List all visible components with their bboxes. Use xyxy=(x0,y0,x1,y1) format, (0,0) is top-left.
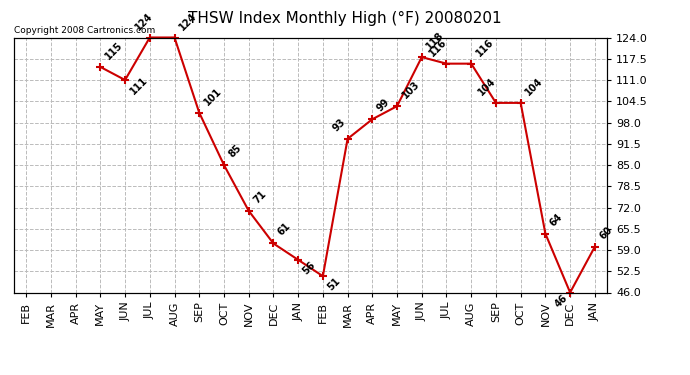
Text: 111: 111 xyxy=(128,75,149,97)
Text: 118: 118 xyxy=(424,30,446,51)
Text: 103: 103 xyxy=(400,79,421,100)
Text: 115: 115 xyxy=(103,40,124,62)
Text: 85: 85 xyxy=(227,143,244,159)
Text: 124: 124 xyxy=(133,10,155,32)
Text: 104: 104 xyxy=(524,76,545,98)
Text: 51: 51 xyxy=(326,276,342,293)
Text: 71: 71 xyxy=(251,189,268,205)
Text: 101: 101 xyxy=(202,86,224,107)
Text: 116: 116 xyxy=(474,37,495,58)
Text: 61: 61 xyxy=(276,221,293,238)
Text: 56: 56 xyxy=(301,260,317,276)
Text: THSW Index Monthly High (°F) 20080201: THSW Index Monthly High (°F) 20080201 xyxy=(188,11,502,26)
Text: 124: 124 xyxy=(177,10,199,32)
Text: 99: 99 xyxy=(375,97,392,114)
Text: 104: 104 xyxy=(477,76,498,98)
Text: 60: 60 xyxy=(598,225,614,241)
Text: 116: 116 xyxy=(427,37,449,58)
Text: 64: 64 xyxy=(548,211,565,228)
Text: 93: 93 xyxy=(331,117,348,133)
Text: 46: 46 xyxy=(553,292,570,309)
Text: Copyright 2008 Cartronics.com: Copyright 2008 Cartronics.com xyxy=(14,26,155,35)
